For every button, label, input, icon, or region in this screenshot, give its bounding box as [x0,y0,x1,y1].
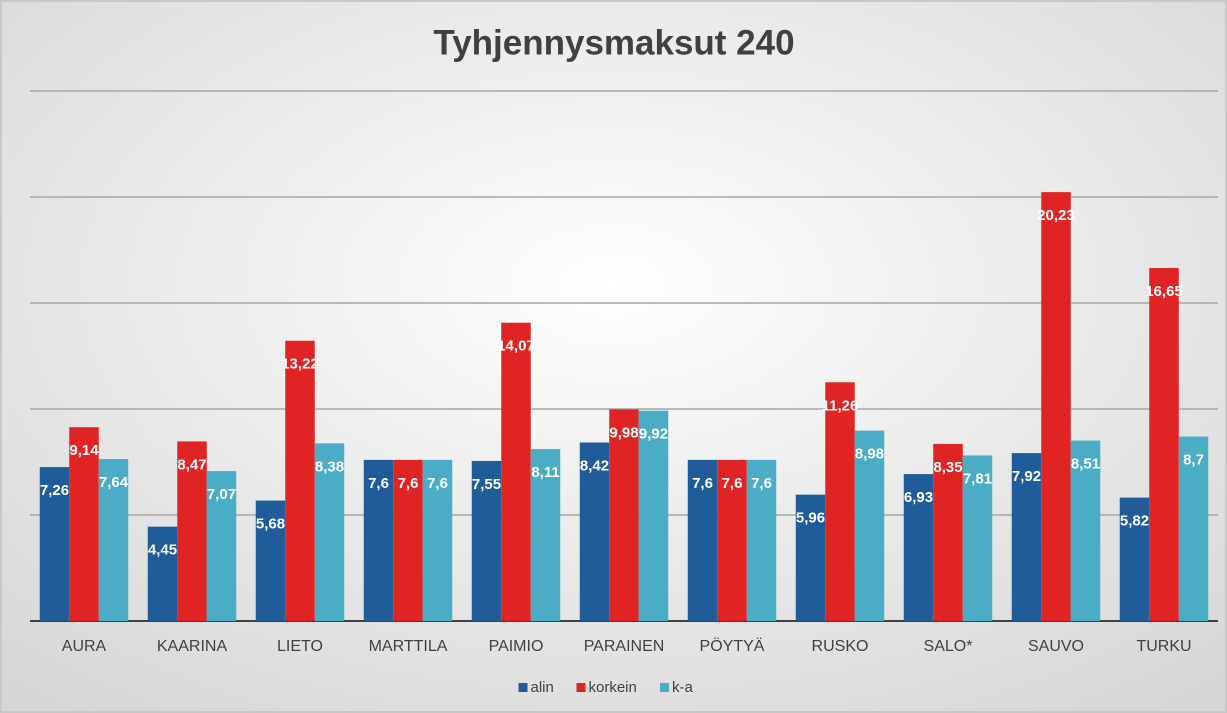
data-label: 8,35 [933,459,962,476]
data-label: 5,68 [256,516,285,533]
x-tick-label: LIETO [277,638,323,655]
bar [39,467,70,621]
data-label: 11,26 [822,397,859,414]
bar [1041,192,1071,621]
bar [98,459,129,621]
bar [795,494,826,621]
x-tick-label: MARTTILA [369,638,448,655]
bar [285,340,315,621]
data-label: 6,93 [904,489,933,506]
legend-swatch [518,683,528,692]
x-tick-label: SAUVO [1028,638,1084,655]
x-tick-label: TURKU [1136,638,1191,655]
data-label: 8,51 [1071,456,1100,473]
bar [1011,453,1042,621]
bar [69,427,99,621]
bar [530,449,561,621]
data-label: 8,38 [315,458,344,475]
data-label: 8,11 [531,464,559,481]
x-tick-label: KAARINA [157,638,228,655]
data-label: 20,23 [1037,207,1075,224]
bar [363,459,394,621]
bar [255,500,286,621]
x-tick-label: PARAINEN [584,638,665,655]
data-label: 13,22 [281,356,319,373]
data-label: 7,81 [963,470,992,487]
bar [177,441,207,621]
data-label: 7,6 [398,475,419,492]
x-tick-label: PAIMIO [489,638,544,655]
legend-swatch [576,683,586,692]
bar [579,442,610,621]
bar [314,443,345,621]
bar [962,455,993,621]
data-label: 4,45 [148,542,177,559]
data-label: 8,42 [580,457,609,474]
legend-swatch [660,683,669,692]
bar [746,459,777,621]
data-label: 7,6 [692,475,713,492]
legend-label: korkein [589,679,637,696]
data-label: 7,6 [722,475,743,492]
x-tick-label: SALO* [924,638,973,655]
data-label: 7,64 [99,474,129,491]
data-label: 16,65 [1145,283,1183,300]
bar [687,459,718,621]
legend-label: k-a [672,679,693,696]
data-label: 8,98 [855,446,884,463]
data-label: 7,6 [751,475,772,492]
bar [393,459,423,621]
bar [206,471,237,621]
bar [501,322,531,621]
x-tick-label: AURA [62,638,107,655]
bar [1178,436,1209,621]
data-label: 5,96 [796,510,825,527]
bar [717,459,747,621]
data-label: 7,26 [40,482,69,499]
bar [1119,497,1150,621]
data-label: 7,6 [368,475,389,492]
data-label: 9,98 [609,424,638,441]
data-label: 7,92 [1012,468,1041,485]
data-label: 7,55 [472,476,501,493]
data-label: 8,7 [1183,452,1204,469]
data-label: 9,92 [639,426,668,443]
bar [854,430,885,621]
x-tick-label: RUSKO [812,638,869,655]
bar [1149,268,1179,621]
bar [609,409,639,621]
data-label: 14,07 [497,338,535,355]
data-label: 7,6 [427,475,448,492]
bar [638,410,669,621]
bar [825,382,855,621]
data-label: 7,07 [207,486,236,503]
data-label: 5,82 [1120,513,1149,530]
bar [933,443,963,621]
chart-title: Tyhjennysmaksut 240 [433,23,794,62]
bar [1070,440,1101,621]
data-label: 8,47 [177,456,206,473]
legend-label: alin [531,679,554,696]
x-tick-label: PÖYTYÄ [700,637,765,655]
bar [147,526,178,621]
bar [422,459,453,621]
bar [471,460,502,621]
data-label: 9,14 [69,442,99,459]
bar [903,474,934,621]
